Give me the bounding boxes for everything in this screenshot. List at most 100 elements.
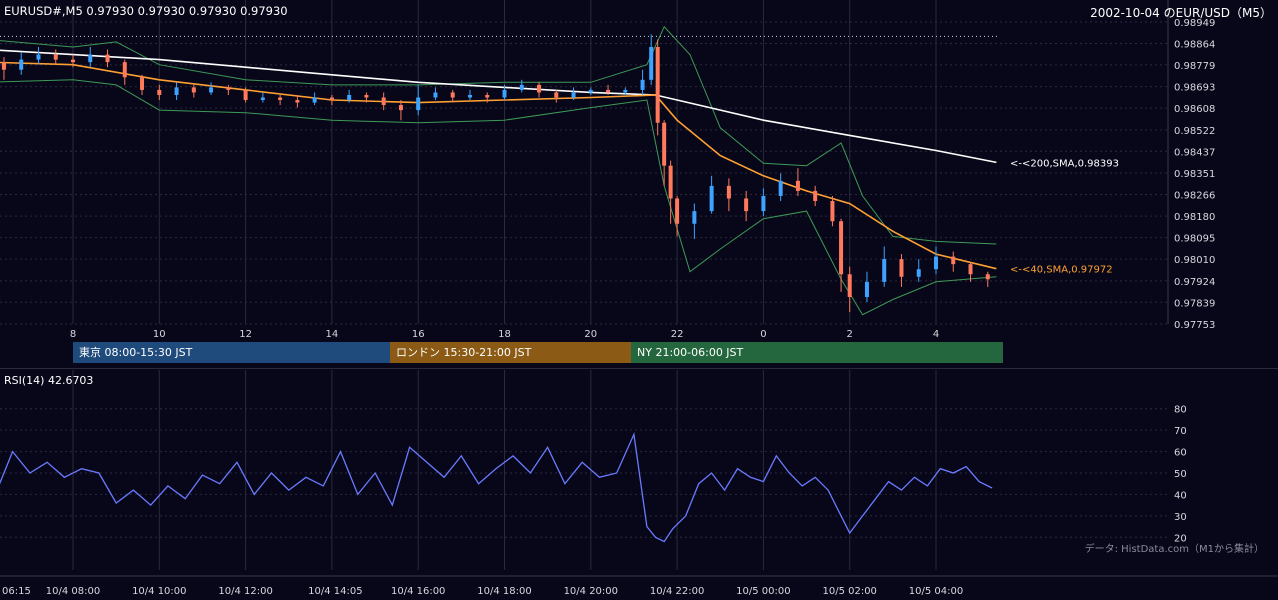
- chart-title: 2002-10-04 のEUR/USD（M5）: [1090, 6, 1272, 20]
- candle-body: [433, 92, 438, 98]
- candle-body: [668, 165, 673, 199]
- rsi-chart[interactable]: 80 70 60 50 40 30 20 06:15 10/4 08:00 10/4 10:00…: [0, 370, 1278, 600]
- rsi-xtick-label: 10/4 18:00: [477, 586, 531, 597]
- rsi-ytick-label: 50: [1174, 469, 1187, 480]
- candle: [839, 218, 844, 292]
- candle: [554, 89, 559, 103]
- candle-body: [537, 84, 542, 93]
- candle-body: [744, 198, 749, 212]
- candle-body: [649, 46, 654, 80]
- candle-body: [655, 46, 660, 123]
- candle-body: [662, 122, 667, 166]
- candle: [985, 271, 990, 287]
- candle: [662, 120, 667, 186]
- session-tokyo-label: 東京 08:00-15:30 JST: [79, 346, 193, 359]
- candle-body: [968, 264, 973, 275]
- candle: [450, 89, 455, 103]
- candle: [295, 94, 300, 108]
- candle: [692, 203, 697, 239]
- candle-body: [571, 92, 576, 98]
- candle: [105, 49, 110, 68]
- candle: [243, 87, 248, 103]
- candle-body: [813, 190, 818, 202]
- candle-body: [502, 89, 507, 98]
- candle-body: [864, 281, 869, 297]
- candle: [795, 168, 800, 196]
- price-ytick-label: 0.98095: [1174, 234, 1215, 245]
- candle-body: [19, 59, 24, 70]
- rsi-xtick-label: 10/5 04:00: [909, 586, 963, 597]
- candle: [88, 46, 93, 68]
- rsi-xtick-label: 10/4 10:00: [132, 586, 186, 597]
- candle-body: [761, 195, 766, 212]
- price-xtick-label: 20: [584, 329, 597, 340]
- candle: [1, 57, 6, 80]
- candle-body: [882, 259, 887, 282]
- price-ytick-label: 0.97924: [1174, 277, 1215, 288]
- candle-body: [985, 274, 990, 280]
- rsi-ytick-label: 20: [1174, 533, 1187, 544]
- candle-body: [53, 54, 58, 60]
- candle: [364, 92, 369, 103]
- candle: [709, 175, 714, 214]
- sma40-line: [0, 61, 997, 270]
- candle-body: [243, 89, 248, 101]
- price-xtick-label: 8: [70, 329, 76, 340]
- symbol-info: EURUSD#,M5 0.97930 0.97930 0.97930 0.979…: [4, 4, 288, 18]
- candle-body: [36, 54, 41, 60]
- sma-annotation-label: <-<200,SMA,0.98393: [1010, 158, 1119, 169]
- session-tokyo: 東京 08:00-15:30 JST: [73, 342, 390, 363]
- rsi-xtick-label: 10/4 08:00: [46, 586, 100, 597]
- price-chart[interactable]: 0.98949 0.98864 0.98779 0.98693 0.98608 0.985…: [0, 0, 1278, 340]
- candle: [640, 69, 645, 95]
- candle-body: [951, 256, 956, 265]
- candle-body: [329, 97, 334, 101]
- price-xtick-label: 2: [847, 329, 853, 340]
- price-ytick-label: 0.98608: [1174, 104, 1215, 115]
- candle-body: [295, 100, 300, 103]
- candle: [675, 195, 680, 237]
- candle: [899, 254, 904, 287]
- rsi-xtick-label: 10/4 22:00: [650, 586, 704, 597]
- candle-body: [450, 92, 455, 98]
- candle: [847, 266, 852, 313]
- rsi-xtick-label: 10/4 16:00: [391, 586, 445, 597]
- candle-body: [347, 94, 352, 101]
- price-ytick-label: 0.98351: [1174, 169, 1215, 180]
- price-ytick-label: 0.98693: [1174, 83, 1215, 94]
- candle: [485, 92, 490, 103]
- candle: [398, 100, 403, 121]
- candle-body: [847, 274, 852, 297]
- candle-body: [675, 198, 680, 224]
- candle-body: [174, 87, 179, 95]
- candle-body: [381, 97, 386, 106]
- candle: [140, 74, 145, 95]
- candle: [53, 49, 58, 65]
- session-newyork-label: NY 21:00-06:00 JST: [637, 346, 744, 359]
- rsi-xtick-label: 10/5 00:00: [736, 586, 790, 597]
- rsi-xtick-label: 10/4 14:05: [308, 586, 362, 597]
- candle: [744, 190, 749, 222]
- bollinger-lower: [0, 79, 997, 316]
- price-ytick-label: 0.98180: [1174, 212, 1215, 223]
- price-ytick-label: 0.98437: [1174, 147, 1215, 158]
- candle-body: [467, 94, 472, 98]
- panel-divider: [0, 368, 1278, 369]
- candle: [519, 79, 524, 93]
- candle-body: [830, 201, 835, 222]
- candle: [174, 82, 179, 101]
- price-ytick-label: 0.98010: [1174, 255, 1215, 266]
- candle: [649, 34, 654, 85]
- candle-body: [416, 97, 421, 111]
- price-xtick-label: 4: [933, 329, 939, 340]
- rsi-series: [0, 432, 993, 543]
- candle: [312, 92, 317, 106]
- candle-body: [899, 259, 904, 277]
- rsi-label: RSI(14) 42.6703: [4, 374, 94, 387]
- candle-body: [692, 211, 697, 224]
- candle-body: [278, 97, 283, 101]
- candle-body: [226, 87, 231, 90]
- candle-body: [209, 87, 214, 93]
- candle: [157, 84, 162, 101]
- rsi-ytick-label: 30: [1174, 512, 1187, 523]
